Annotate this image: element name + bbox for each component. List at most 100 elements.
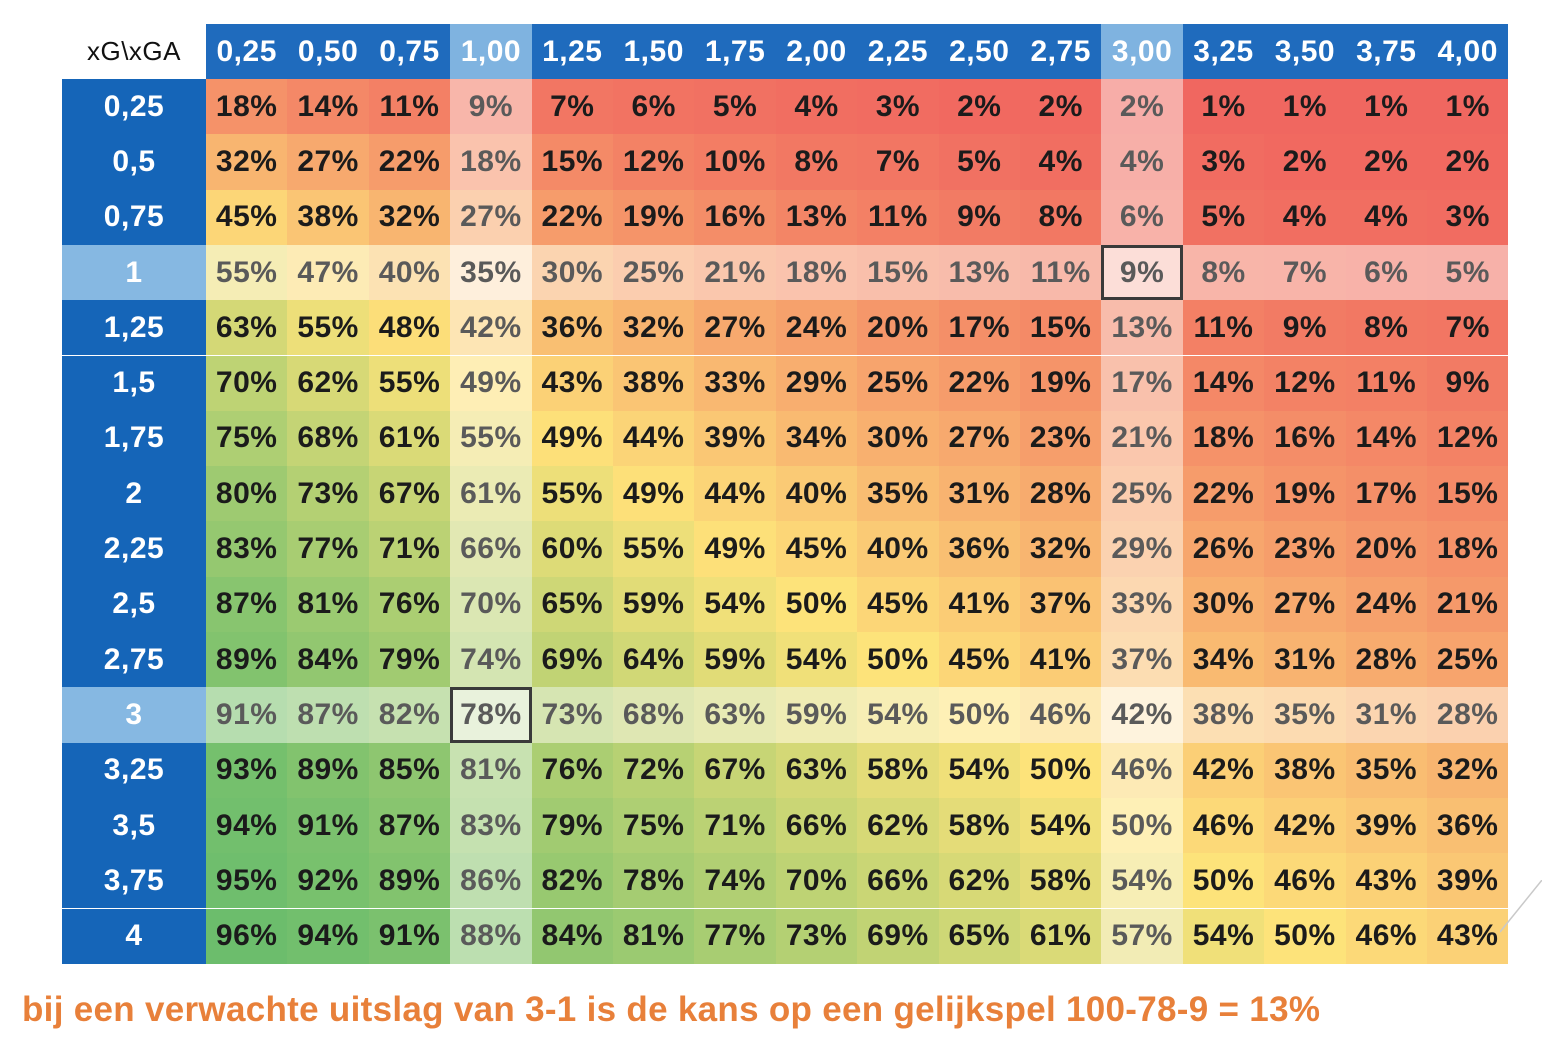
cell-0-25-2-75: 2% [1020,79,1102,135]
col-header-1-00: 1,00 [450,24,532,79]
cell-0-25-1-00: 9% [450,79,532,135]
cell-3-25-1-50: 72% [613,742,695,798]
cell-0-75-1-75: 16% [694,189,776,245]
cell-2-5-2-75: 37% [1020,576,1102,632]
cell-1-3-00: 9% [1101,244,1183,301]
cell-4-0-75: 91% [368,908,451,964]
col-header-1-25: 1,25 [531,24,613,79]
cell-0-25-1-25: 7% [531,79,613,135]
cell-1-1-25: 30% [531,244,613,301]
cell-3-5-3-25: 46% [1182,797,1265,854]
cell-2-5-3-00: 33% [1101,576,1183,632]
cell-3-5-2-50: 58% [938,797,1020,854]
cell-0-75-0-75: 32% [368,189,451,245]
cell-0-25-4-00: 1% [1427,79,1509,135]
cell-3-1-50: 68% [613,687,695,743]
cell-0-25-0-75: 11% [368,79,451,135]
row-header-0-5: 0,5 [62,134,206,190]
cell-2-2-25: 35% [857,466,939,522]
col-header-0-25: 0,25 [206,24,288,79]
cell-0-75-0-25: 45% [206,189,288,245]
decorative-line [1500,880,1542,933]
cell-1-75-0-50: 68% [287,410,369,467]
cell-3-5-0-25: 94% [206,797,288,854]
cell-3-2-50: 50% [938,687,1020,743]
cell-1-25-0-75: 48% [368,300,451,356]
cell-1-75-1-75: 39% [694,410,776,467]
cell-2-75-4-00: 25% [1427,632,1509,688]
corner-label: xG\xGA [62,24,206,79]
cell-0-5-3-75: 2% [1345,134,1427,190]
cell-0-5-1-25: 15% [531,134,613,190]
cell-0-5-3-25: 3% [1182,134,1265,190]
cell-3-3-50: 35% [1264,687,1346,743]
cell-2-25-2-50: 36% [938,521,1020,577]
cell-3-75-1-00: 86% [450,853,532,909]
cell-2-25-1-50: 55% [613,521,695,577]
row-header-3-75: 3,75 [62,853,206,909]
cell-1-5-3-00: 17% [1101,355,1183,411]
cell-2-0-50: 73% [287,466,369,522]
cell-0-5-3-50: 2% [1264,134,1346,190]
cell-3-25-3-75: 35% [1345,742,1427,798]
cell-3-0-25: 91% [206,687,288,743]
cell-1-25-0-25: 63% [206,300,288,356]
cell-2-2-50: 31% [938,466,1020,522]
cell-1-75-2-75: 23% [1020,410,1102,467]
cell-3-0-75: 82% [368,687,451,743]
cell-4-2-50: 65% [938,908,1020,964]
cell-1-25-3-00: 13% [1101,300,1183,356]
row-header-1-25: 1,25 [62,300,206,356]
cell-2-5-1-50: 59% [613,576,695,632]
cell-0-5-2-50: 5% [938,134,1020,190]
cell-0-75-2-00: 13% [775,189,858,245]
cell-0-25-1-50: 6% [613,79,695,135]
cell-1-25-1-00: 42% [450,300,532,356]
cell-2-75-2-00: 54% [775,632,858,688]
cell-1-5-2-75: 19% [1020,355,1102,411]
cell-0-5-3-00: 4% [1101,134,1183,190]
cell-2-75-3-75: 28% [1345,632,1427,688]
cell-3-25-4-00: 32% [1427,742,1509,798]
cell-3-5-1-75: 71% [694,797,776,854]
cell-3-25-0-75: 85% [368,742,451,798]
cell-2-75-2-50: 45% [938,632,1020,688]
col-header-3-50: 3,50 [1264,24,1346,79]
cell-2-5-4-00: 21% [1427,576,1509,632]
cell-0-5-0-25: 32% [206,134,288,190]
cell-0-75-0-50: 38% [287,189,369,245]
cell-3-25-3-25: 42% [1182,742,1265,798]
cell-3-75-4-00: 39% [1427,853,1509,909]
cell-3-25-2-00: 63% [775,742,858,798]
cell-2-3-25: 22% [1182,466,1265,522]
cell-0-75-1-50: 19% [613,189,695,245]
cell-2-25-1-00: 66% [450,521,532,577]
cell-1-2-25: 15% [857,244,939,301]
cell-1-0-75: 40% [368,244,451,301]
cell-2-5-1-25: 65% [531,576,613,632]
cell-2-75-2-75: 41% [1020,632,1102,688]
cell-1-75-3-25: 18% [1182,410,1265,467]
cell-4-1-50: 81% [613,908,695,964]
cell-4-3-00: 57% [1101,908,1183,964]
cell-3-5-1-25: 79% [531,797,613,854]
row-header-1-75: 1,75 [62,410,206,467]
cell-1-75-0-25: 75% [206,410,288,467]
row-header-0-75: 0,75 [62,189,206,245]
cell-1-5-3-25: 14% [1182,355,1265,411]
cell-4-2-75: 61% [1020,908,1102,964]
cell-1-25-2-00: 24% [775,300,858,356]
col-header-2-75: 2,75 [1020,24,1102,79]
row-header-2-25: 2,25 [62,521,206,577]
cell-0-25-1-75: 5% [694,79,776,135]
cell-2-25-0-75: 71% [368,521,451,577]
cell-2-0-25: 80% [206,466,288,522]
cell-3-75-1-25: 82% [531,853,613,909]
cell-2-75-0-75: 79% [368,632,451,688]
cell-1-75-2-00: 34% [775,410,858,467]
cell-1-2-50: 13% [938,244,1020,301]
cell-1-25-1-50: 32% [613,300,695,356]
cell-0-75-2-50: 9% [938,189,1020,245]
cell-3-1-00: 78% [450,687,532,743]
cell-3-5-1-50: 75% [613,797,695,854]
